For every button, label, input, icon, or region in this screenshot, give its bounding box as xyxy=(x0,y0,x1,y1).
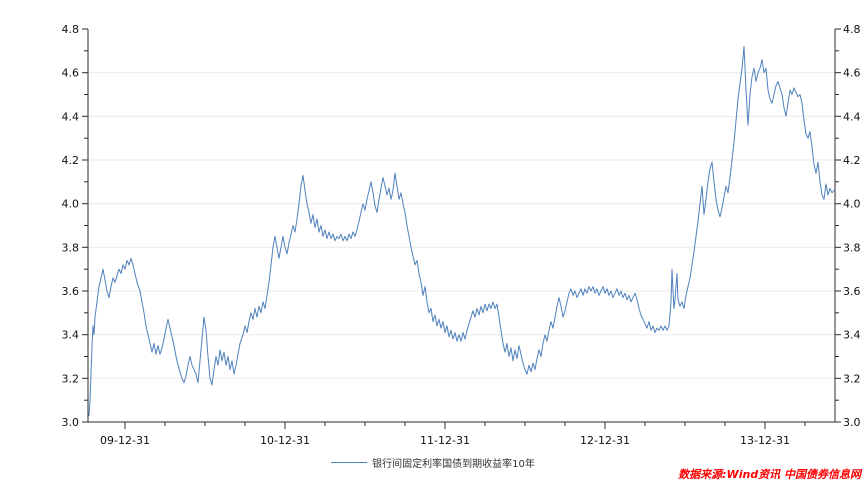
chart-legend: 银行间固定利率国债到期收益率10年 xyxy=(331,455,535,470)
svg-text:3.4: 3.4 xyxy=(62,329,80,342)
svg-text:4.6: 4.6 xyxy=(62,67,80,80)
svg-text:3.2: 3.2 xyxy=(843,372,861,385)
legend-series-label: 银行间固定利率国债到期收益率10年 xyxy=(372,458,535,470)
svg-text:11-12-31: 11-12-31 xyxy=(420,434,470,447)
svg-text:4.8: 4.8 xyxy=(62,23,80,36)
svg-text:12-12-31: 12-12-31 xyxy=(580,434,630,447)
svg-text:4.8: 4.8 xyxy=(843,23,861,36)
svg-text:3.6: 3.6 xyxy=(62,285,80,298)
svg-text:13-12-31: 13-12-31 xyxy=(740,434,790,447)
svg-text:3.0: 3.0 xyxy=(843,416,861,429)
svg-text:3.0: 3.0 xyxy=(62,416,80,429)
svg-text:3.8: 3.8 xyxy=(62,241,80,254)
svg-text:4.2: 4.2 xyxy=(62,154,80,167)
svg-text:10-12-31: 10-12-31 xyxy=(260,434,310,447)
svg-text:3.4: 3.4 xyxy=(843,329,861,342)
svg-text:4.4: 4.4 xyxy=(62,110,80,123)
svg-text:4.0: 4.0 xyxy=(843,198,861,211)
svg-text:3.6: 3.6 xyxy=(843,285,861,298)
svg-text:3.8: 3.8 xyxy=(843,241,861,254)
svg-text:4.6: 4.6 xyxy=(843,67,861,80)
data-source-watermark: 数据来源:Wind资讯 中国债券信息网 xyxy=(678,468,861,481)
legend-line-swatch xyxy=(331,461,368,463)
svg-text:4.0: 4.0 xyxy=(62,198,80,211)
svg-text:4.2: 4.2 xyxy=(843,154,861,167)
svg-text:3.2: 3.2 xyxy=(62,372,80,385)
svg-text:4.4: 4.4 xyxy=(843,110,861,123)
svg-text:09-12-31: 09-12-31 xyxy=(100,434,150,447)
